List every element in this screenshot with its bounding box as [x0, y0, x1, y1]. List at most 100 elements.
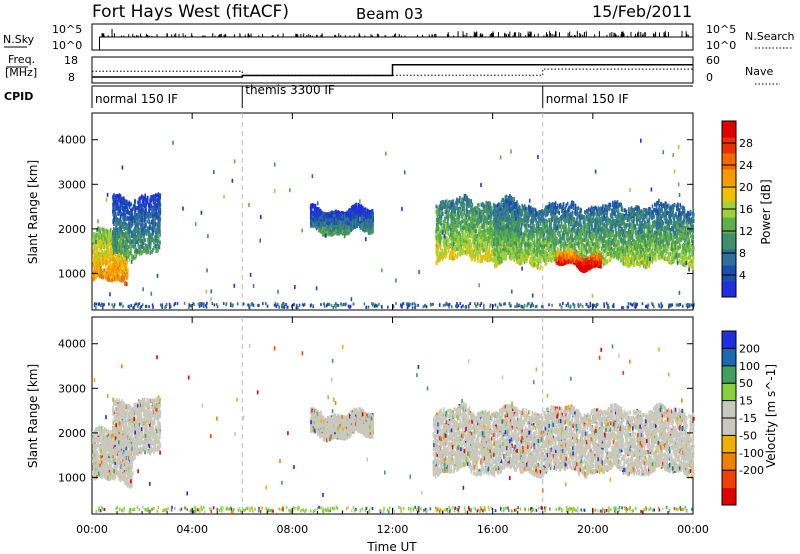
range-cell — [479, 213, 481, 218]
range-cell — [97, 232, 100, 237]
range-cell — [151, 196, 154, 200]
range-cell — [141, 218, 143, 223]
range-cell — [118, 257, 121, 262]
range-cell — [487, 237, 490, 242]
range-cell — [121, 203, 124, 208]
nave-tick-high: 60 — [706, 54, 720, 67]
range-cell — [323, 217, 325, 222]
range-cell — [457, 244, 459, 249]
range-cell — [92, 250, 95, 255]
range-cell — [370, 209, 373, 214]
range-cell — [116, 261, 118, 266]
range-cell — [106, 229, 109, 234]
range-cell — [105, 228, 107, 233]
range-cell — [120, 278, 122, 283]
range-cell — [98, 267, 100, 272]
range-cell — [112, 250, 115, 255]
range-cell — [439, 221, 442, 226]
range-cell — [137, 233, 140, 238]
range-cell — [153, 240, 156, 245]
range-cell — [119, 277, 121, 282]
range-cell — [142, 201, 145, 206]
range-cell — [361, 217, 363, 222]
nsearch-label: N.Search — [745, 30, 795, 43]
range-cell — [450, 214, 452, 219]
range-cell — [477, 254, 479, 259]
range-cell — [439, 227, 441, 232]
range-cell — [344, 216, 346, 221]
noise-tick-low-right: 10^0 — [706, 39, 736, 52]
range-cell — [120, 230, 122, 235]
range-cell — [333, 217, 336, 222]
range-cell — [103, 251, 105, 256]
range-cell — [438, 256, 441, 261]
range-cell — [157, 216, 160, 221]
range-cell — [93, 240, 96, 245]
range-cell — [100, 274, 103, 279]
beam-title: Beam 03 — [356, 5, 423, 23]
range-cell — [357, 218, 359, 223]
range-cell — [329, 218, 331, 223]
range-cell — [99, 261, 101, 266]
range-cell — [159, 210, 161, 215]
range-cell — [95, 255, 97, 260]
range-cell — [122, 246, 125, 251]
range-cell — [133, 219, 135, 224]
range-cell — [435, 260, 437, 265]
range-cell — [448, 244, 450, 249]
range-cell — [462, 203, 465, 208]
range-cell — [125, 217, 128, 222]
range-cell — [148, 209, 150, 213]
range-cell — [486, 214, 488, 219]
range-cell — [102, 261, 105, 266]
range-cell — [125, 210, 128, 215]
range-cell — [113, 193, 115, 198]
range-cell — [126, 273, 129, 278]
range-cell — [443, 254, 445, 259]
range-cell — [119, 248, 122, 253]
power-scatter-data — [92, 113, 695, 310]
freq-label-line2: [MHz] — [5, 66, 37, 79]
range-cell — [112, 252, 114, 257]
range-cell — [124, 258, 126, 263]
range-cell — [465, 198, 468, 203]
range-cell — [96, 227, 99, 232]
range-cell — [131, 223, 133, 228]
range-cell — [488, 221, 490, 226]
range-cell — [372, 217, 374, 222]
range-cell — [92, 231, 94, 236]
range-cell — [489, 223, 491, 228]
range-cell — [149, 226, 151, 231]
range-cell — [444, 254, 447, 259]
range-cell — [483, 204, 485, 209]
range-cell — [126, 230, 129, 235]
range-cell — [486, 220, 488, 225]
range-cell — [157, 247, 160, 252]
nave-label: Nave — [745, 65, 773, 78]
range-cell — [101, 257, 104, 262]
range-cell — [122, 223, 124, 228]
range-cell — [127, 245, 130, 250]
range-cell — [458, 240, 461, 245]
range-cell — [97, 239, 99, 244]
range-cell — [490, 249, 493, 254]
range-cell — [138, 219, 140, 224]
range-cell — [362, 227, 365, 232]
range-cell — [346, 226, 349, 231]
range-cell — [158, 205, 160, 210]
range-cell — [113, 215, 115, 220]
range-cell — [96, 244, 98, 248]
range-cell — [145, 223, 147, 228]
range-cell — [450, 220, 453, 225]
range-cell — [103, 227, 105, 232]
range-cell — [140, 223, 143, 227]
range-cell — [93, 245, 95, 250]
range-cell — [485, 240, 487, 245]
range-cell — [361, 208, 364, 213]
range-cell — [353, 224, 355, 229]
range-cell — [453, 209, 455, 214]
range-cell — [135, 227, 137, 232]
range-cell — [159, 240, 161, 245]
range-cell — [104, 236, 106, 241]
range-cell — [115, 257, 118, 262]
